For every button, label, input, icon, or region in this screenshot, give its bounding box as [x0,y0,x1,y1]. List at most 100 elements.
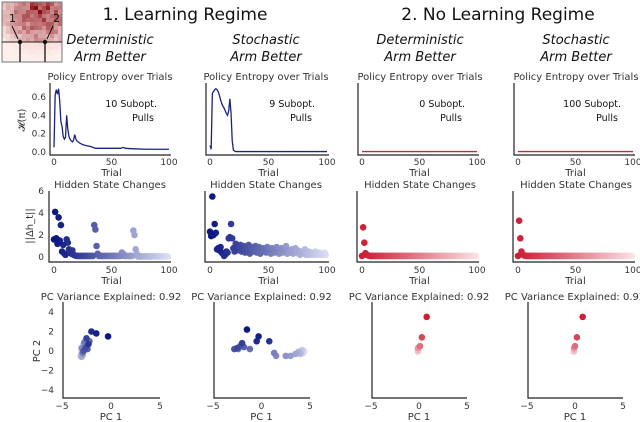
heatmap-cell [14,30,18,34]
heatmap-cell [10,38,14,42]
hidden-point [211,220,218,228]
heatmap-cell [54,2,58,6]
heatmap-cell [30,6,34,10]
x-tick-label: 100 [318,158,335,168]
pc-point [246,345,254,353]
x-axis-label: Trial [100,276,121,287]
entropy-axes [49,83,171,156]
heatmap-cell [50,22,54,26]
heatmap-cell [58,46,62,50]
heatmap-cell [34,42,38,46]
inset-dot-2 [42,39,48,45]
x-axis-label: Trial [257,168,278,179]
heatmap-cell [54,42,58,46]
entropy-title: Policy Entropy over Trials [47,72,172,83]
heatmap-cell [38,10,42,14]
x-axis-label: PC 1 [100,412,123,422]
heatmap-cell [42,18,46,22]
heatmap-cell [10,6,14,10]
inset-label-2: 2 [53,12,60,25]
subopt-pulls-count: 10 Subopt. [105,99,157,110]
y-tick-label: 2 [38,231,44,241]
heatmap-cell [42,38,46,42]
hidden-point [213,246,221,253]
heatmap-cell [26,46,30,50]
heatmap-cell [14,54,18,58]
heatmap-cell [50,2,54,6]
x-tick-label: 0 [359,158,365,168]
heatmap-cell [50,50,54,54]
heatmap-cell [58,54,62,58]
x-tick-label: 50 [570,158,582,168]
heatmap-cell [6,14,10,18]
heatmap-cell [42,54,46,58]
heatmap-cell [50,14,54,18]
x-tick-label: 0 [416,402,422,412]
pc-point [83,335,90,342]
heatmap-cell [58,18,62,22]
x-axis-label: PC 1 [564,412,587,422]
entropy-axes [513,83,635,156]
x-tick-label: −5 [520,402,533,412]
regime-title-no-learning: 2. No Learning Regime [401,5,594,25]
heatmap-cell [54,34,58,38]
heatmap-cell [26,22,30,26]
heatmap-cell [54,50,58,54]
heatmap-cell [14,22,18,26]
heatmap-cell [2,22,6,26]
heatmap-cell [54,38,58,42]
heatmap-cell [38,54,42,58]
heatmap-cell [22,50,26,54]
heatmap-cell [46,14,50,18]
heatmap-cell [34,6,38,10]
heatmap-cell [22,58,26,62]
heatmap-cell [30,54,34,58]
pc-axes [371,302,467,399]
heatmap-cell [50,6,54,10]
pc-point [104,333,112,340]
heatmap-cell [30,22,34,26]
y-tick-label: 4 [38,209,44,219]
heatmap-cell [26,26,30,30]
x-axis-label: Trial [408,168,429,179]
heatmap-cell [6,22,10,26]
heatmap-cell [14,18,18,22]
heatmap-cell [26,10,30,14]
heatmap-cell [10,46,14,50]
x-tick-label: 50 [106,266,118,276]
heatmap-cell [6,58,10,62]
heatmap-cell [42,22,46,26]
heatmap-cell [22,54,26,58]
x-tick-label: 100 [160,266,177,276]
heatmap-cell [50,38,54,42]
x-axis-label: Trial [257,276,278,287]
hidden-title: Hidden State Changes [54,180,166,191]
heatmap-cell [42,2,46,6]
x-axis-label: Trial [564,276,585,287]
heatmap-cell [54,18,58,22]
arrow-icon [11,25,19,40]
y-tick-label: 6 [38,187,44,197]
heatmap-cell [30,46,34,50]
regime-title-learning: 1. Learning Regime [103,5,268,25]
heatmap-cell [26,34,30,38]
entropy-axes [357,83,479,156]
heatmap-cell [34,10,38,14]
heatmap-cell [54,6,58,10]
hidden-point [93,242,100,250]
heatmap-cell [46,2,50,6]
heatmap-cell [42,14,46,18]
heatmap-cell [10,58,14,62]
y-tick-label: 0.0 [32,148,47,158]
heatmap-cell [50,34,54,38]
heatmap-cell [10,34,14,38]
heatmap-cell [50,30,54,34]
heatmap-cell [38,30,42,34]
heatmap-cell [54,26,58,30]
heatmap-cell [46,38,50,42]
x-tick-label: 50 [106,158,118,168]
heatmap-cell [14,58,18,62]
x-tick-label: 100 [624,158,640,168]
heatmap-cell [58,42,62,46]
heatmap-cell [10,2,14,6]
